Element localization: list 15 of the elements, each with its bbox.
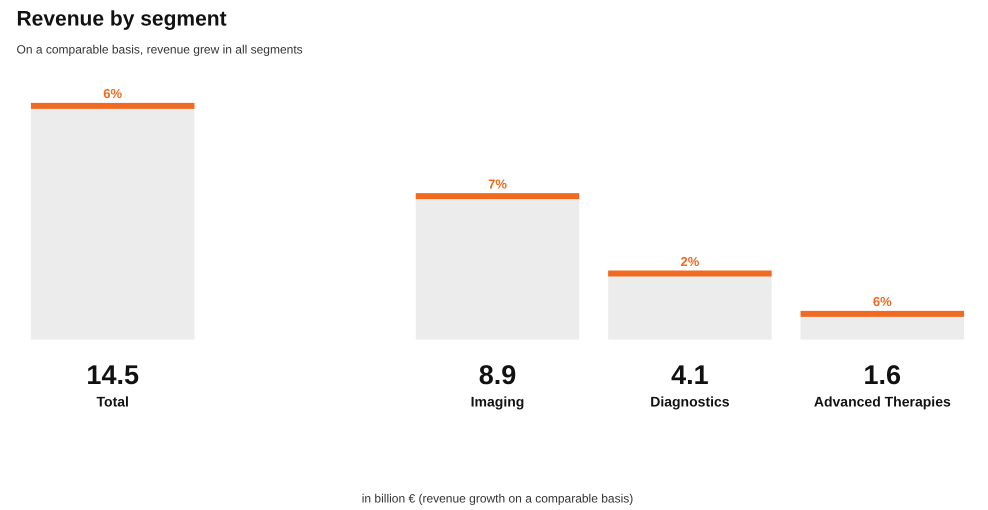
annotation: 6% [872, 294, 892, 310]
data-label: 1.6 [864, 360, 902, 390]
chart-title: Revenue by segment [16, 8, 227, 30]
data-label: 4.1 [671, 360, 709, 390]
chart-subtitle: On a comparable basis, revenue grew in all segments [16, 42, 303, 56]
annotation: 6% [103, 86, 123, 102]
annotation: 7% [488, 176, 508, 192]
annotation: 2% [680, 254, 700, 269]
x-tick-label: Diagnostics [650, 394, 730, 410]
data-label: 14.5 [86, 360, 139, 390]
x-tick-label: Imaging [470, 394, 524, 410]
data-label: 8.9 [478, 360, 516, 390]
x-tick-label: Advanced Therapies [814, 394, 951, 410]
text: in billion € (revenue growth on a comparable basis) [362, 492, 634, 506]
x-tick-label: Total [96, 394, 129, 410]
